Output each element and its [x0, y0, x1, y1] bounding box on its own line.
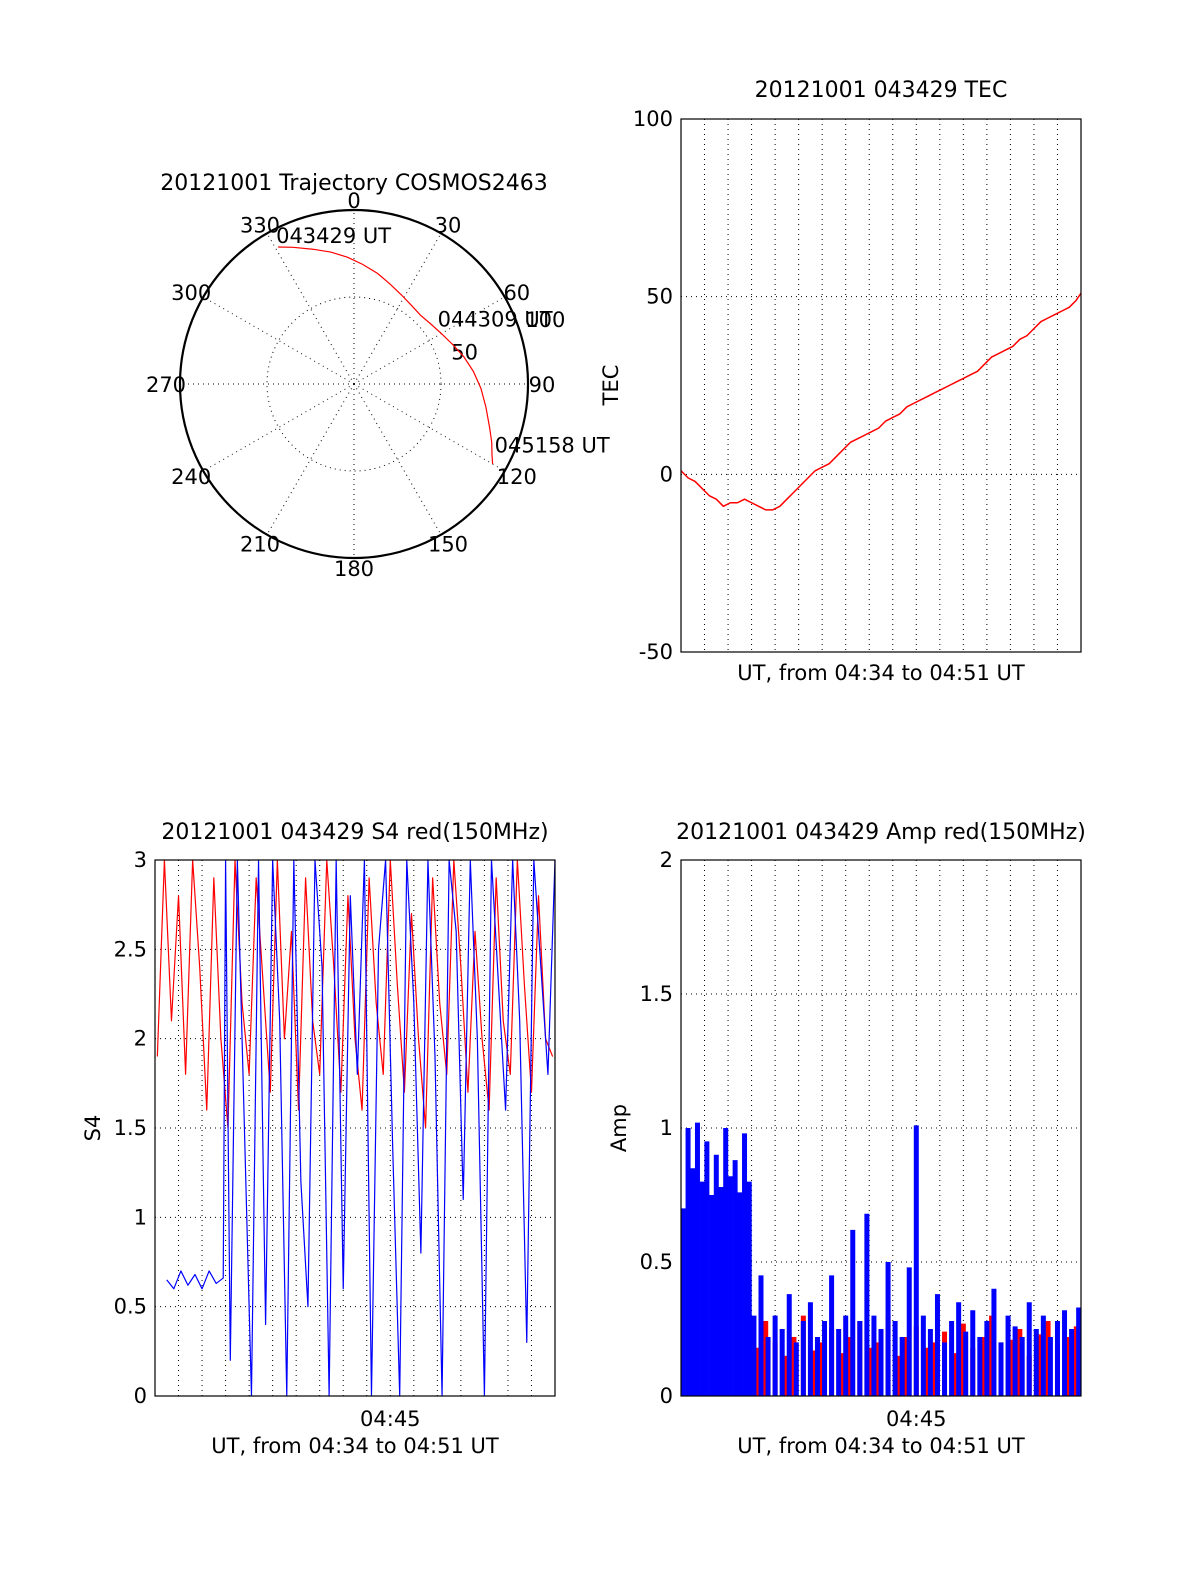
polar-angle-label: 30 [435, 214, 462, 238]
polar-spoke [203, 296, 355, 385]
amp-y-axis-label: Amp [607, 1104, 631, 1152]
tec-y-tick-label: 50 [646, 285, 673, 309]
s4-line-0 [156, 859, 554, 1129]
tec-y-tick-label: 100 [633, 107, 673, 131]
amp-y-ticks: 0 0.5 1 1.5 2 [640, 848, 673, 1408]
tec-y-ticks: -50 0 50 100 [633, 107, 673, 664]
amp-y-tick-label: 0 [660, 1384, 673, 1408]
s4-series [156, 859, 556, 1397]
s4-grid [155, 860, 555, 1396]
polar-outer-ring [178, 208, 530, 560]
polar-grid [178, 208, 530, 560]
trajectory-time-label: 044309 UT [438, 308, 553, 332]
polar-spoke [353, 383, 505, 472]
polar-angle-label: 270 [146, 373, 186, 397]
amp-grid [681, 860, 1081, 1396]
tec-series [680, 292, 1082, 511]
trajectory-polar-panel: 20121001 Trajectory COSMOS2463 0 30 60 90 12… [146, 171, 610, 581]
s4-y-ticks: 0 0.5 1 1.5 2 2.5 3 [114, 848, 147, 1408]
amp-y-tick-label: 1 [660, 1116, 673, 1140]
s4-x-axis-label: UT, from 04:34 to 04:51 UT [211, 1434, 499, 1458]
s4-y-tick-label: 0 [134, 1384, 147, 1408]
trajectory-annotations: 043429 UT 044309 UT 045158 UT [276, 224, 610, 458]
s4-y-tick-label: 2.5 [114, 937, 147, 961]
s4-title: 20121001 043429 S4 red(150MHz) [161, 820, 548, 845]
s4-y-axis-label: S4 [81, 1115, 105, 1142]
amp-x-axis-label: UT, from 04:34 to 04:51 UT [737, 1434, 1025, 1458]
trajectory-line [278, 246, 494, 465]
s4-y-tick-label: 2 [134, 1027, 147, 1051]
amp-y-tick-label: 2 [660, 848, 673, 872]
polar-angle-labels: 0 30 60 90 120 150 180 210 240 270 300 330 [146, 189, 555, 581]
amp-y-tick-label: 1.5 [640, 982, 673, 1006]
amp-x-tick-label: 04:45 [886, 1407, 947, 1431]
s4-y-tick-label: 1.5 [114, 1116, 147, 1140]
polar-angle-label: 300 [171, 281, 211, 305]
polar-spoke [353, 296, 505, 385]
s4-y-tick-label: 1 [134, 1205, 147, 1229]
trajectory-title: 20121001 Trajectory COSMOS2463 [160, 171, 547, 196]
s4-y-tick-label: 0.5 [114, 1295, 147, 1319]
amp-y-tick-label: 0.5 [640, 1250, 673, 1274]
trajectory-series [278, 246, 494, 465]
polar-radial-labels: 50 100 [451, 308, 565, 365]
tec-title: 20121001 043429 TEC [755, 78, 1008, 103]
polar-spoke [353, 383, 442, 535]
trajectory-time-label: 043429 UT [276, 224, 391, 248]
amp-plot-frame [680, 859, 1082, 1397]
polar-radial-label: 100 [525, 308, 565, 332]
polar-ring [266, 296, 442, 472]
tec-y-axis-label: TEC [599, 365, 623, 407]
polar-spoke [353, 233, 442, 385]
tec-plot-frame [680, 118, 1082, 653]
polar-radial-label: 50 [451, 340, 478, 364]
polar-angle-label: 150 [428, 532, 468, 556]
polar-spoke [266, 383, 355, 535]
polar-angle-label: 90 [529, 373, 556, 397]
amp-title: 20121001 043429 Amp red(150MHz) [676, 820, 1086, 845]
polar-spoke [203, 383, 355, 472]
tec-line-0 [680, 292, 1082, 511]
s4-x-ticks: 04:45 [360, 1407, 421, 1431]
s4-x-tick-label: 04:45 [360, 1407, 421, 1431]
polar-angle-label: 180 [334, 557, 374, 581]
tec-grid [681, 119, 1081, 652]
amp-series [680, 1122, 1082, 1396]
polar-spoke [266, 233, 355, 385]
amp-panel: 20121001 043429 Amp red(150MHz) 0 0.5 1 1.5… [607, 820, 1086, 1458]
trajectory-time-label: 045158 UT [495, 434, 610, 458]
s4-y-tick-label: 3 [134, 848, 147, 872]
polar-angle-label: 60 [503, 281, 530, 305]
tec-x-axis-label: UT, from 04:34 to 04:51 UT [737, 661, 1025, 685]
tec-panel: 20121001 043429 TEC -50 0 50 100 UT, from 0… [599, 78, 1082, 685]
tec-y-tick-label: 0 [660, 462, 673, 486]
s4-plot-frame [154, 859, 556, 1397]
polar-angle-label: 330 [240, 214, 280, 238]
s4-line-1 [166, 859, 556, 1397]
polar-angle-label: 240 [171, 465, 211, 489]
polar-angle-label: 210 [240, 532, 280, 556]
s4-panel: 20121001 043429 S4 red(150MHz) 0 0.5 1 1.5 2… [81, 820, 556, 1458]
polar-angle-label: 120 [497, 465, 537, 489]
amp-x-ticks: 04:45 [886, 1407, 947, 1431]
tec-y-tick-label: -50 [639, 640, 673, 664]
polar-angle-label: 0 [347, 189, 360, 213]
